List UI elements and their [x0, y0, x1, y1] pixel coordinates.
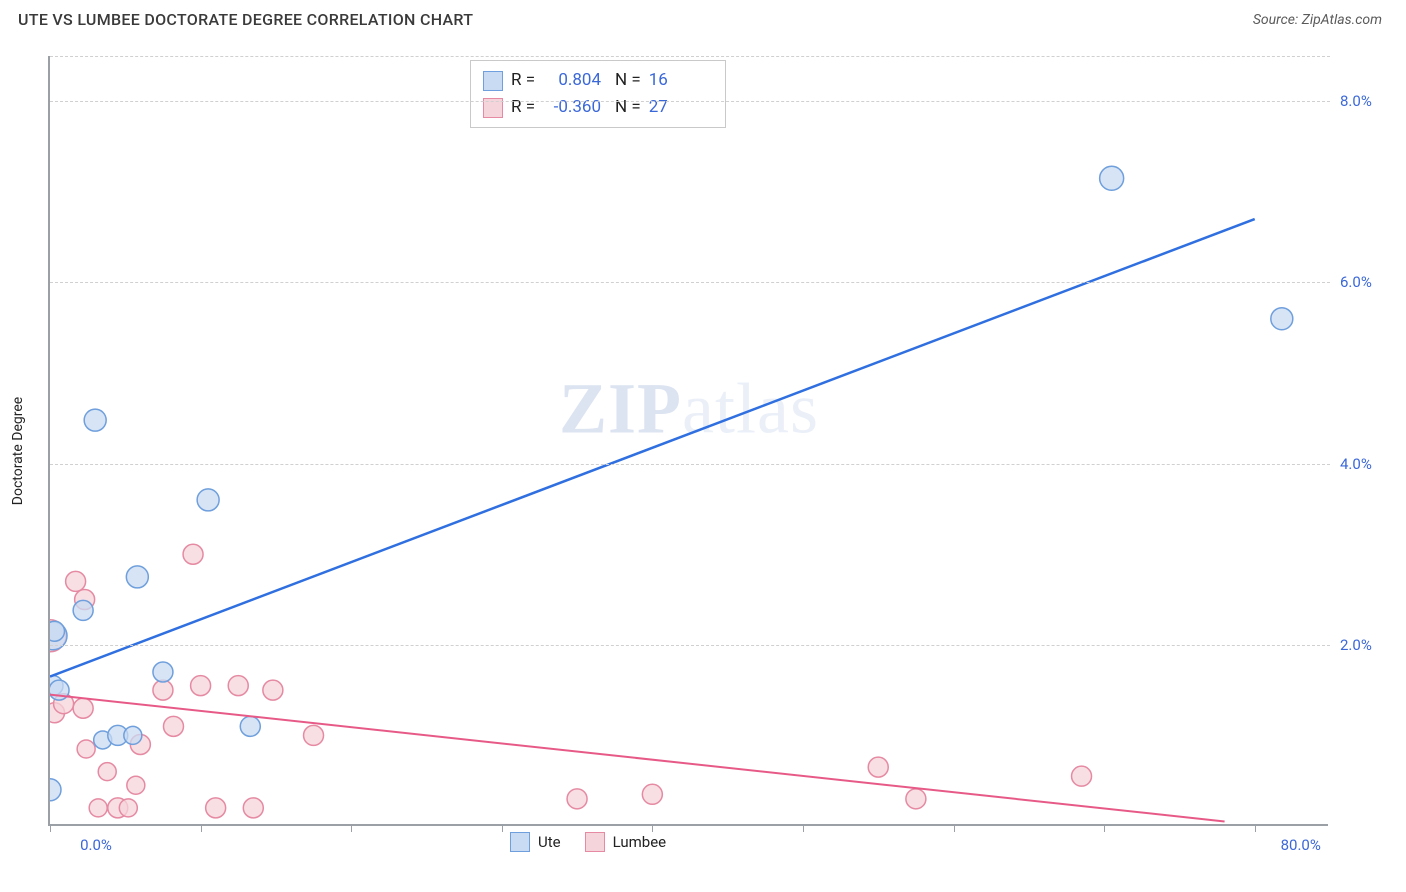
ute-swatch-icon — [510, 832, 530, 852]
x-tick — [652, 824, 653, 832]
n-label: N = — [615, 94, 641, 121]
chart-title: UTE VS LUMBEE DOCTORATE DEGREE CORRELATI… — [18, 10, 473, 29]
lumbee-point — [77, 740, 95, 758]
x-tick — [502, 824, 503, 832]
y-tick-label: 4.0% — [1340, 455, 1372, 473]
source-name: ZipAtlas.com — [1302, 12, 1382, 28]
legend-item-lumbee: Lumbee — [585, 832, 667, 852]
ute-point — [84, 409, 106, 431]
y-axis-label: Doctorate Degree — [10, 397, 26, 505]
ute-point — [240, 716, 260, 736]
gridline — [50, 282, 1330, 283]
x-tick — [1104, 824, 1105, 832]
y-tick-label: 6.0% — [1340, 273, 1372, 291]
stats-legend-box: R = 0.804 N = 16 R = -0.360 N = 27 — [470, 60, 726, 128]
legend-item-ute: Ute — [510, 832, 561, 852]
y-tick-label: 2.0% — [1340, 636, 1372, 654]
lumbee-point — [183, 544, 203, 564]
source-prefix: Source: — [1253, 12, 1302, 28]
ute-trendline — [50, 219, 1255, 676]
ute-point — [50, 779, 61, 801]
lumbee-point — [228, 676, 248, 696]
gridline — [50, 464, 1330, 465]
bottom-legend: Ute Lumbee — [510, 832, 666, 852]
y-tick-label: 8.0% — [1340, 92, 1372, 110]
plot-region: ZIPatlas R =0.804N =16R =-0.360N =27 2.0… — [48, 56, 1328, 826]
legend-label: Ute — [538, 833, 561, 851]
lumbee-point — [163, 716, 183, 736]
source-attribution: Source: ZipAtlas.com — [1253, 12, 1382, 28]
legend-label: Lumbee — [613, 833, 667, 851]
ute-point — [126, 566, 148, 588]
lumbee-point — [98, 763, 116, 781]
gridline — [50, 645, 1330, 646]
plot-svg — [50, 56, 1330, 826]
r-value: -0.360 — [543, 94, 601, 121]
ute-swatch-icon — [483, 71, 503, 91]
lumbee-point — [127, 776, 145, 794]
lumbee-point — [119, 799, 137, 817]
ute-point — [153, 662, 173, 682]
lumbee-point — [73, 698, 93, 718]
r-value: 0.804 — [543, 67, 601, 94]
ute-point — [73, 600, 93, 620]
lumbee-point — [1072, 766, 1092, 786]
lumbee-point — [153, 680, 173, 700]
chart-header: UTE VS LUMBEE DOCTORATE DEGREE CORRELATI… — [0, 0, 1406, 37]
lumbee-point — [642, 784, 662, 804]
lumbee-point — [263, 680, 283, 700]
lumbee-point — [191, 676, 211, 696]
lumbee-point — [868, 757, 888, 777]
gridline — [50, 56, 1330, 57]
x-tick — [803, 824, 804, 832]
lumbee-point — [206, 798, 226, 818]
ute-point — [1100, 166, 1124, 190]
x-tick-label: 0.0% — [80, 836, 112, 854]
lumbee-swatch-icon — [585, 832, 605, 852]
lumbee-point — [89, 799, 107, 817]
ute-point — [50, 621, 65, 641]
lumbee-point — [906, 789, 926, 809]
lumbee-point — [66, 571, 86, 591]
r-label: R = — [511, 94, 535, 121]
x-tick — [954, 824, 955, 832]
lumbee-point — [243, 798, 263, 818]
lumbee-point — [567, 789, 587, 809]
lumbee-trendline — [50, 695, 1225, 822]
x-tick — [1255, 824, 1256, 832]
ute-point — [124, 726, 142, 744]
x-tick — [351, 824, 352, 832]
lumbee-point — [304, 725, 324, 745]
stats-row-lumbee: R = -0.360 N = 27 — [483, 94, 707, 121]
r-label: R = — [511, 67, 535, 94]
x-tick-label: 80.0% — [1281, 836, 1321, 854]
n-label: N = — [615, 67, 641, 94]
ute-point — [197, 489, 219, 511]
chart-area: Doctorate Degree ZIPatlas R =0.804N =16R… — [48, 56, 1368, 846]
gridline — [50, 101, 1330, 102]
x-tick — [50, 824, 51, 832]
x-tick — [201, 824, 202, 832]
ute-point — [1271, 308, 1293, 330]
stats-row-ute: R = 0.804 N = 16 — [483, 67, 707, 94]
n-value: 16 — [649, 67, 707, 94]
n-value: 27 — [649, 94, 707, 121]
